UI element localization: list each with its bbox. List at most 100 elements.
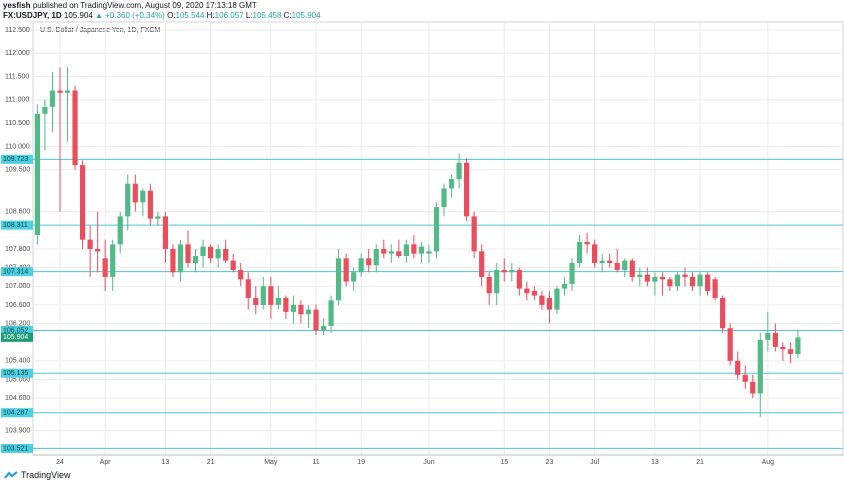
candle-body (607, 260, 613, 263)
candle-body (411, 244, 417, 254)
y-tick-label: 103.900 (5, 428, 30, 435)
change: ▲ +0.360 (+0.34%) (95, 11, 165, 20)
candle-body (516, 269, 522, 289)
price-line-tag (1, 325, 33, 335)
low-label: L: (245, 11, 253, 20)
candle-body (185, 244, 191, 263)
x-tick-label: 23 (546, 459, 554, 466)
candle-body (298, 304, 304, 315)
candle-body (554, 288, 560, 310)
y-tick-label: 106.200 (5, 320, 30, 327)
candle-body (750, 381, 756, 394)
price-line-tag (1, 267, 33, 277)
candle-body (418, 246, 425, 254)
candle-body (433, 207, 440, 252)
current-price-label: 105.904 (3, 334, 28, 341)
candle-body (448, 179, 455, 189)
price-line-label: 109.723 (3, 156, 28, 163)
candle-body (509, 269, 515, 273)
candle-body (561, 283, 568, 289)
candle-body (72, 90, 78, 166)
candle-body (57, 90, 63, 93)
candle-body (757, 339, 763, 394)
candle-body (260, 286, 266, 305)
candle-body (245, 279, 251, 298)
candle-body (215, 248, 221, 259)
candle-body (305, 309, 312, 315)
candle-body (177, 244, 184, 273)
price-line-tag (1, 368, 33, 378)
candle-body (64, 90, 71, 93)
candle-body (147, 190, 153, 219)
candle-body (320, 325, 327, 331)
candle-body (140, 190, 146, 203)
candle-body (192, 255, 199, 263)
candle-body (524, 288, 530, 294)
candle-body (253, 297, 259, 305)
close-value: 105.904 (291, 11, 321, 20)
price-line-tag (1, 443, 33, 453)
y-tick-label: 112.500 (5, 27, 30, 34)
candle-body (531, 290, 537, 296)
candle-body (79, 165, 86, 240)
candle-body (780, 346, 786, 350)
x-tick-label: May (264, 459, 278, 466)
candle-body (223, 248, 229, 261)
last-price: 105.904 (63, 11, 93, 20)
x-tick-label: Apr (100, 459, 112, 466)
candle-body (381, 248, 387, 254)
candle-body (366, 258, 372, 266)
candle-body (720, 297, 726, 329)
candle-body (95, 248, 101, 252)
price-line-tag (1, 154, 33, 164)
candle-body (479, 251, 485, 277)
candle-body (501, 269, 507, 273)
x-tick-label: 21 (207, 459, 215, 466)
y-tick-label: 105.000 (5, 376, 30, 383)
candle-body (87, 239, 93, 249)
candle-body (727, 328, 733, 361)
y-tick-label: 106.600 (5, 302, 30, 309)
candle-body (343, 258, 349, 282)
y-tick-label: 110.500 (5, 120, 30, 127)
candle-body (275, 297, 281, 305)
y-tick-label: 112.000 (5, 50, 30, 57)
price-line-label: 105.135 (3, 370, 28, 377)
candle-body (336, 258, 342, 301)
candle-body (117, 216, 123, 245)
y-tick-label: 111.000 (5, 97, 29, 104)
close-label: C: (283, 11, 292, 20)
candle-body (456, 162, 462, 180)
high-label: H: (206, 11, 215, 20)
candle-body (42, 106, 48, 114)
candle-body (373, 248, 379, 266)
y-tick-label: 109.500 (5, 167, 30, 174)
candle-body (230, 260, 236, 270)
candle-body (200, 246, 206, 256)
candle-body (637, 274, 643, 277)
x-tick-label: 19 (357, 459, 365, 466)
candle-body (614, 262, 620, 270)
y-tick-label: 108.600 (5, 209, 30, 216)
candle-body (290, 304, 297, 312)
candle-body (742, 374, 748, 382)
symbol: FX:USDJPY, 1D (3, 11, 62, 20)
published: published on TradingView.com, August 09,… (32, 1, 257, 10)
candle-body (207, 246, 214, 259)
candle-body (403, 244, 409, 256)
candle-body (238, 269, 244, 280)
candle-body (283, 297, 289, 312)
author: yesfish (3, 1, 31, 10)
candle-body (712, 279, 718, 298)
candle-body (787, 349, 793, 354)
candle-body (49, 90, 56, 107)
price-line-tag (1, 220, 33, 230)
price-line-tag (1, 408, 33, 418)
x-tick-label: 24 (56, 459, 64, 466)
candle-body (682, 274, 688, 277)
candle-body (592, 244, 598, 263)
candle-body (795, 337, 801, 355)
brand: TradingView (21, 470, 71, 480)
candle-body (674, 274, 681, 287)
